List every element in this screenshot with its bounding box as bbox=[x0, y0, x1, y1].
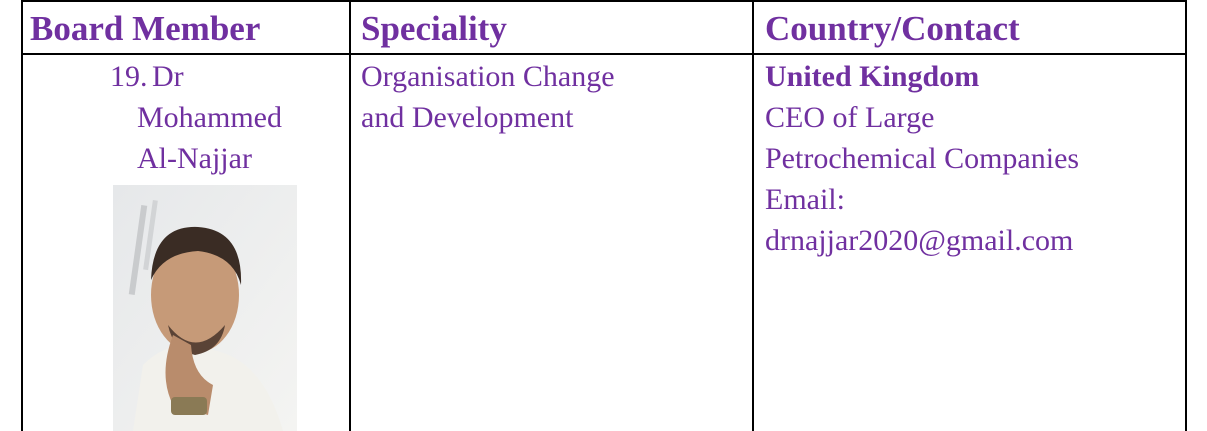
header-cell: Board Member bbox=[30, 9, 261, 48]
header-cell: Country/Contact bbox=[765, 9, 1020, 48]
list-number: 19. bbox=[110, 60, 148, 93]
country: United Kingdom bbox=[765, 60, 980, 93]
table-border bbox=[21, 0, 23, 431]
speciality-line: and Development bbox=[361, 101, 574, 134]
header-cell: Speciality bbox=[361, 9, 507, 48]
table-border bbox=[22, 0, 1187, 2]
contact-line: Petrochemical Companies bbox=[765, 142, 1080, 175]
name-line: Mohammed bbox=[137, 101, 282, 134]
member-photo bbox=[113, 185, 297, 431]
table-border bbox=[752, 0, 754, 431]
table-border bbox=[349, 0, 351, 431]
table-border bbox=[1185, 0, 1187, 431]
name-line: Al-Najjar bbox=[137, 142, 252, 175]
name-line: Dr bbox=[152, 60, 184, 93]
contact-line: Email: bbox=[765, 183, 845, 216]
contact-line: CEO of Large bbox=[765, 101, 935, 134]
email: drnajjar2020@gmail.com bbox=[765, 224, 1074, 257]
speciality-line: Organisation Change bbox=[361, 60, 615, 93]
table-border bbox=[22, 53, 1187, 55]
